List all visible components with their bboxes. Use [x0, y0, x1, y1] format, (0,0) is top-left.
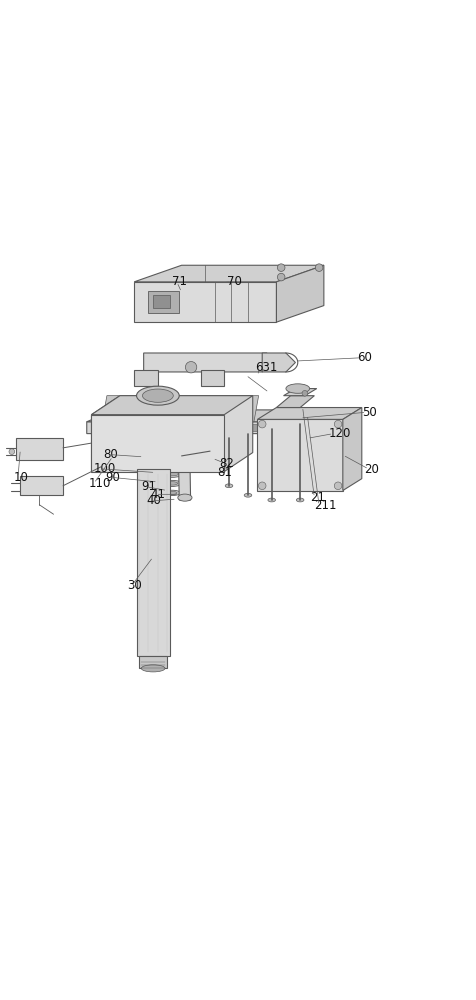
Circle shape	[301, 390, 307, 396]
Polygon shape	[178, 445, 190, 500]
Circle shape	[258, 482, 266, 490]
Polygon shape	[134, 370, 158, 386]
Circle shape	[9, 449, 15, 454]
Text: 110: 110	[89, 477, 111, 490]
Polygon shape	[276, 396, 314, 408]
Polygon shape	[91, 396, 252, 472]
Circle shape	[185, 362, 197, 373]
Circle shape	[334, 482, 341, 490]
Polygon shape	[170, 403, 187, 422]
Text: 120: 120	[328, 427, 350, 440]
Ellipse shape	[141, 665, 165, 672]
Circle shape	[258, 420, 266, 428]
Polygon shape	[143, 353, 267, 372]
Polygon shape	[20, 476, 63, 495]
Ellipse shape	[136, 386, 179, 405]
Circle shape	[205, 447, 214, 455]
Polygon shape	[102, 396, 119, 422]
Text: 631: 631	[255, 361, 277, 374]
Polygon shape	[148, 291, 179, 313]
Polygon shape	[248, 424, 264, 431]
Ellipse shape	[268, 498, 275, 502]
Polygon shape	[143, 453, 186, 460]
Text: 211: 211	[314, 499, 336, 512]
Ellipse shape	[165, 472, 178, 476]
Text: 82: 82	[219, 457, 234, 470]
Polygon shape	[134, 265, 323, 282]
Circle shape	[334, 420, 341, 428]
Polygon shape	[134, 282, 276, 322]
Polygon shape	[283, 389, 316, 396]
Polygon shape	[257, 408, 361, 419]
Circle shape	[277, 264, 284, 271]
Ellipse shape	[178, 494, 192, 501]
Polygon shape	[181, 424, 198, 431]
Ellipse shape	[225, 484, 232, 488]
Text: 91: 91	[141, 480, 156, 493]
Ellipse shape	[142, 389, 173, 402]
Polygon shape	[194, 396, 211, 422]
Text: 20: 20	[363, 463, 378, 476]
Text: 70: 70	[226, 275, 241, 288]
Polygon shape	[241, 396, 258, 422]
Circle shape	[277, 273, 284, 281]
Text: 21: 21	[309, 491, 324, 504]
Circle shape	[262, 431, 271, 441]
Polygon shape	[262, 353, 295, 372]
Ellipse shape	[296, 498, 303, 502]
Text: 30: 30	[127, 579, 141, 592]
Polygon shape	[257, 419, 342, 491]
Polygon shape	[218, 403, 235, 422]
Text: 71: 71	[172, 275, 187, 288]
Polygon shape	[87, 422, 314, 434]
Polygon shape	[123, 403, 140, 422]
Ellipse shape	[163, 490, 180, 496]
Polygon shape	[16, 438, 63, 460]
Polygon shape	[139, 656, 167, 668]
Text: 40: 40	[146, 494, 160, 507]
Text: 41: 41	[150, 488, 166, 501]
Text: 90: 90	[106, 471, 120, 484]
Polygon shape	[276, 265, 323, 322]
Polygon shape	[143, 460, 167, 467]
Text: 50: 50	[361, 406, 376, 419]
Text: 81: 81	[217, 466, 231, 479]
Polygon shape	[87, 410, 314, 422]
Circle shape	[315, 264, 322, 271]
Polygon shape	[342, 408, 361, 491]
Text: 60: 60	[357, 351, 371, 364]
Polygon shape	[153, 295, 169, 308]
Polygon shape	[91, 396, 252, 415]
Ellipse shape	[285, 384, 309, 393]
Circle shape	[190, 422, 201, 434]
Ellipse shape	[166, 482, 178, 485]
Polygon shape	[147, 396, 163, 422]
Ellipse shape	[161, 471, 182, 477]
Polygon shape	[106, 424, 122, 431]
Polygon shape	[200, 370, 224, 386]
Polygon shape	[136, 469, 169, 656]
Ellipse shape	[167, 491, 177, 494]
Text: 10: 10	[13, 471, 28, 484]
Circle shape	[91, 431, 101, 441]
Polygon shape	[91, 415, 224, 472]
Ellipse shape	[244, 493, 251, 497]
Text: 80: 80	[103, 448, 118, 461]
Text: 100: 100	[94, 462, 116, 475]
Ellipse shape	[162, 480, 181, 486]
